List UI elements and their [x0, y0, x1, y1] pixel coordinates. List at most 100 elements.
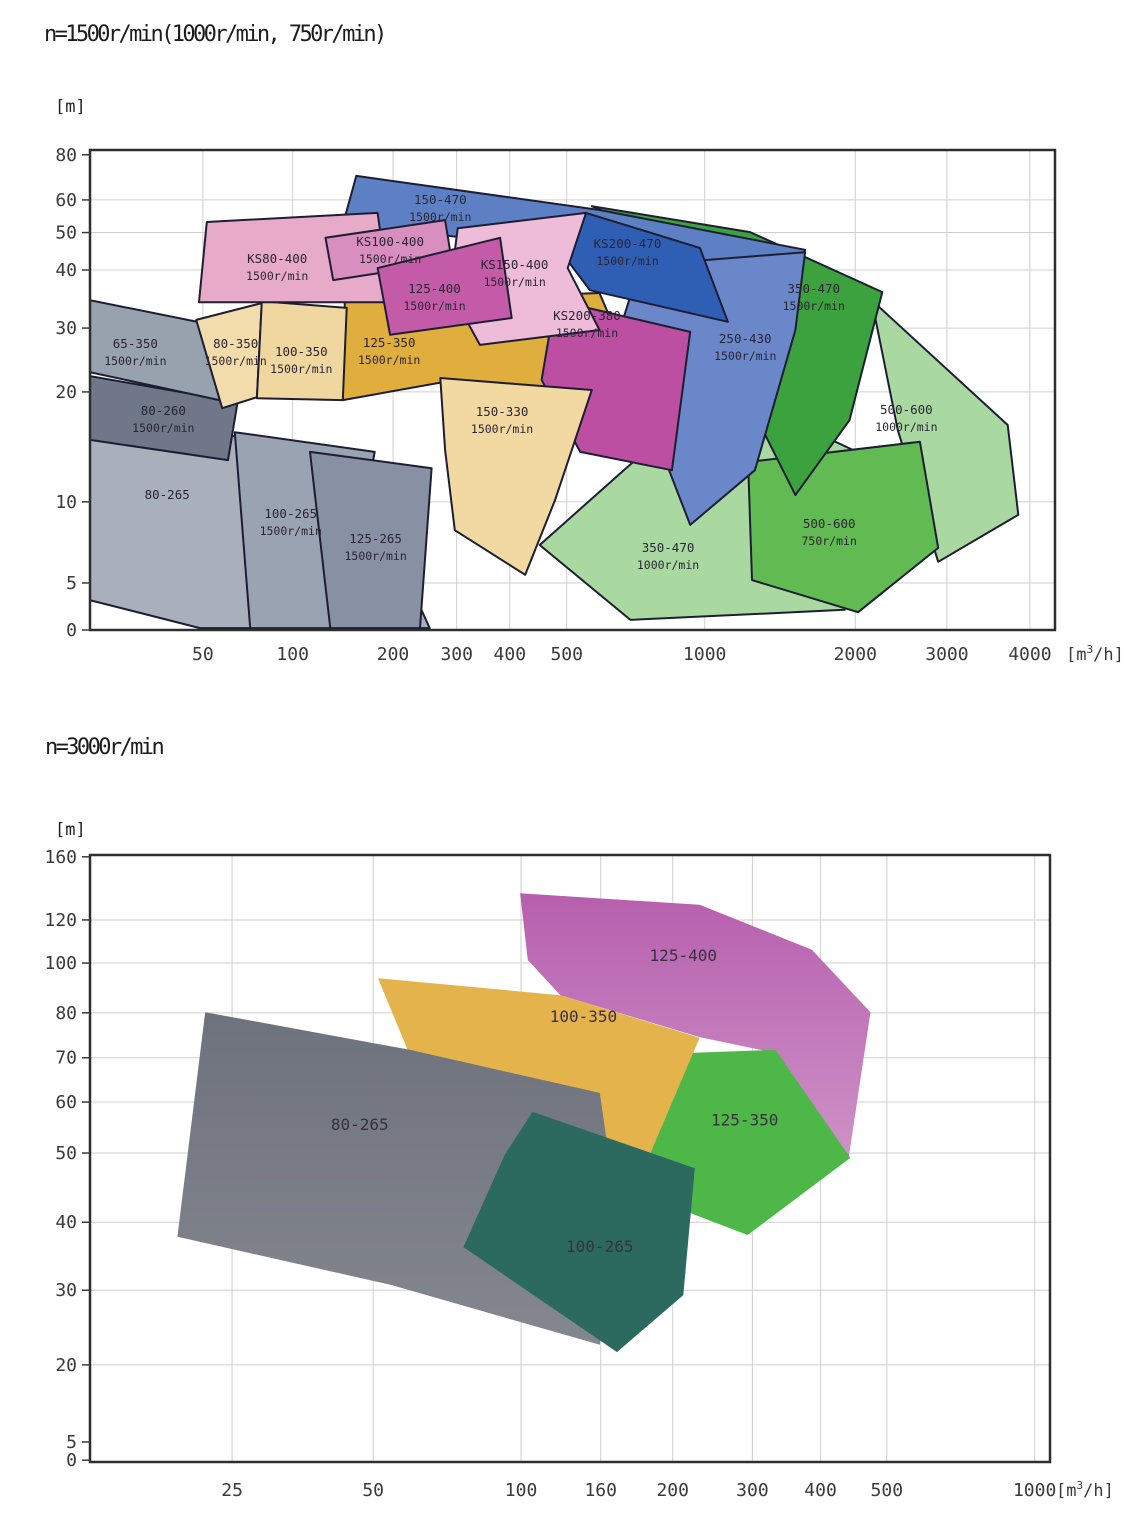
region-rpm-label: 1500r/min — [358, 353, 420, 367]
region-label: 350-470 — [642, 540, 695, 555]
x-axis-unit-label: [m3/h] — [1066, 643, 1124, 665]
region-rpm-label: 1500r/min — [359, 252, 421, 266]
region-label: 500-600 — [803, 516, 856, 531]
y-tick-label: 30 — [55, 1280, 77, 1301]
plot-border — [88, 853, 1052, 1464]
y-tick-label: 5 — [66, 1432, 77, 1453]
y-tick-label: 80 — [55, 145, 77, 166]
region-label: 100-265 — [566, 1237, 633, 1256]
x-axis-ticks: 25 50 100 160 200 300 400 500 1000 — [221, 1480, 1056, 1501]
region-rpm-label: 1500r/min — [132, 421, 194, 435]
pump-regions: 125-400 125-350 100-350 80-265 100-265 — [177, 893, 871, 1353]
x-tick-label: 50 — [362, 1480, 384, 1501]
x-tick-label: 500 — [871, 1480, 904, 1501]
region-label: 100-265 — [264, 506, 317, 521]
y-tick-label: 60 — [55, 1092, 77, 1113]
region-rpm-label: 1500r/min — [483, 275, 545, 289]
region-label: 100-350 — [275, 344, 328, 359]
y-axis-ticks: 160 120 100 80 70 60 50 40 30 20 50 — [44, 847, 90, 1471]
y-tick-label: 160 — [44, 847, 77, 868]
region-rpm-label: 1500r/min — [556, 326, 618, 340]
region-label: KS150-400 — [481, 257, 549, 272]
x-tick-label: 160 — [584, 1480, 617, 1501]
chart-3000-title: n=3000r/min — [45, 735, 165, 760]
y-tick-label: 40 — [55, 260, 77, 281]
y-tick-label: 100 — [44, 953, 77, 974]
region-label: 125-350 — [711, 1110, 778, 1129]
chart-1500-canvas: 350-470 1000r/min 500-600 1000r/min 500-600 7… — [55, 97, 1124, 665]
y-tick-label: 120 — [44, 910, 77, 931]
region-label: 80-265 — [331, 1115, 389, 1134]
region-label: 500-600 — [880, 402, 933, 417]
x-tick-label: 3000 — [925, 644, 968, 665]
region-label: 350-470 — [787, 281, 840, 296]
x-tick-label: 300 — [736, 1480, 769, 1501]
region-rpm-label: 1500r/min — [104, 354, 166, 368]
y-tick-label: 50 — [55, 223, 77, 244]
x-tick-label: 500 — [550, 644, 583, 665]
y-tick-label: 20 — [55, 1355, 77, 1376]
region-rpm-label: 1500r/min — [471, 422, 533, 436]
region-label: 125-350 — [363, 335, 416, 350]
region-label: KS200-470 — [594, 236, 662, 251]
x-tick-label: 50 — [192, 644, 214, 665]
region-rpm-label: 1000r/min — [875, 420, 937, 434]
x-tick-label: 1000 — [683, 644, 726, 665]
region-label: KS200-380 — [553, 308, 621, 323]
y-tick-label: 50 — [55, 1143, 77, 1164]
x-tick-label: 1000 — [1013, 1480, 1056, 1501]
region-rpm-label: 1500r/min — [205, 354, 267, 368]
region-rpm-label: 1500r/min — [403, 299, 465, 313]
region-label: 125-400 — [408, 281, 461, 296]
x-tick-label: 200 — [656, 1480, 689, 1501]
region-rpm-label: 1500r/min — [596, 254, 658, 268]
region-label: 150-470 — [414, 192, 467, 207]
region-500-600-1000rpm — [870, 299, 1020, 563]
x-tick-label: 300 — [440, 644, 473, 665]
chart-1500-title: n=1500r/min(1000r/min, 750r/min) — [44, 22, 387, 47]
region-rpm-label: 1500r/min — [409, 210, 471, 224]
x-tick-label: 100 — [276, 644, 309, 665]
y-tick-label: 0 — [66, 620, 77, 641]
y-tick-label: 10 — [55, 492, 77, 513]
x-tick-label: 100 — [505, 1480, 538, 1501]
region-label: 150-330 — [476, 404, 529, 419]
y-tick-label: 5 — [66, 573, 77, 594]
region-rpm-label: 1500r/min — [270, 362, 332, 376]
chart-3000-canvas: 125-400 125-350 100-350 80-265 100-265 160 120… — [44, 820, 1114, 1501]
y-axis-unit-label: [m] — [55, 97, 86, 117]
region-125-400 — [520, 893, 871, 1160]
x-tick-label: 2000 — [834, 644, 877, 665]
region-label: 125-265 — [349, 531, 402, 546]
pump-regions: 350-470 1000r/min 500-600 1000r/min 500-600 7… — [90, 174, 1020, 630]
region-label: 100-350 — [550, 1007, 617, 1026]
region-label: 125-400 — [650, 946, 717, 965]
region-label: KS80-400 — [247, 251, 307, 266]
region-rpm-label: 1500r/min — [783, 299, 845, 313]
region-label: 65-350 — [113, 336, 158, 351]
x-tick-label: 4000 — [1008, 644, 1051, 665]
region-rpm-label: 1500r/min — [246, 269, 308, 283]
x-tick-label: 400 — [494, 644, 527, 665]
region-100-350-1500rpm — [255, 300, 348, 402]
region-label: 80-350 — [213, 336, 258, 351]
region-rpm-label: 1500r/min — [260, 524, 322, 538]
region-150-330-1500rpm — [439, 377, 593, 576]
region-rpm-label: 1000r/min — [637, 558, 699, 572]
y-tick-label: 60 — [55, 190, 77, 211]
x-axis-unit-label: [m3/h] — [1056, 1479, 1114, 1501]
region-100-265 — [463, 1111, 695, 1353]
region-label: 80-265 — [145, 487, 190, 502]
region-125-400-1500rpm — [376, 236, 513, 336]
x-tick-label: 25 — [221, 1480, 243, 1501]
region-rpm-label: 1500r/min — [344, 549, 406, 563]
region-125-265-1500rpm — [309, 450, 433, 630]
x-axis-ticks: 50 100 200 300 400 500 1000 2000 3000 4000 — [192, 644, 1052, 665]
x-tick-label: 400 — [804, 1480, 837, 1501]
y-tick-label: 0 — [66, 1450, 77, 1471]
x-tick-label: 200 — [377, 644, 410, 665]
plot-border — [88, 148, 1057, 632]
y-tick-label: 20 — [55, 382, 77, 403]
